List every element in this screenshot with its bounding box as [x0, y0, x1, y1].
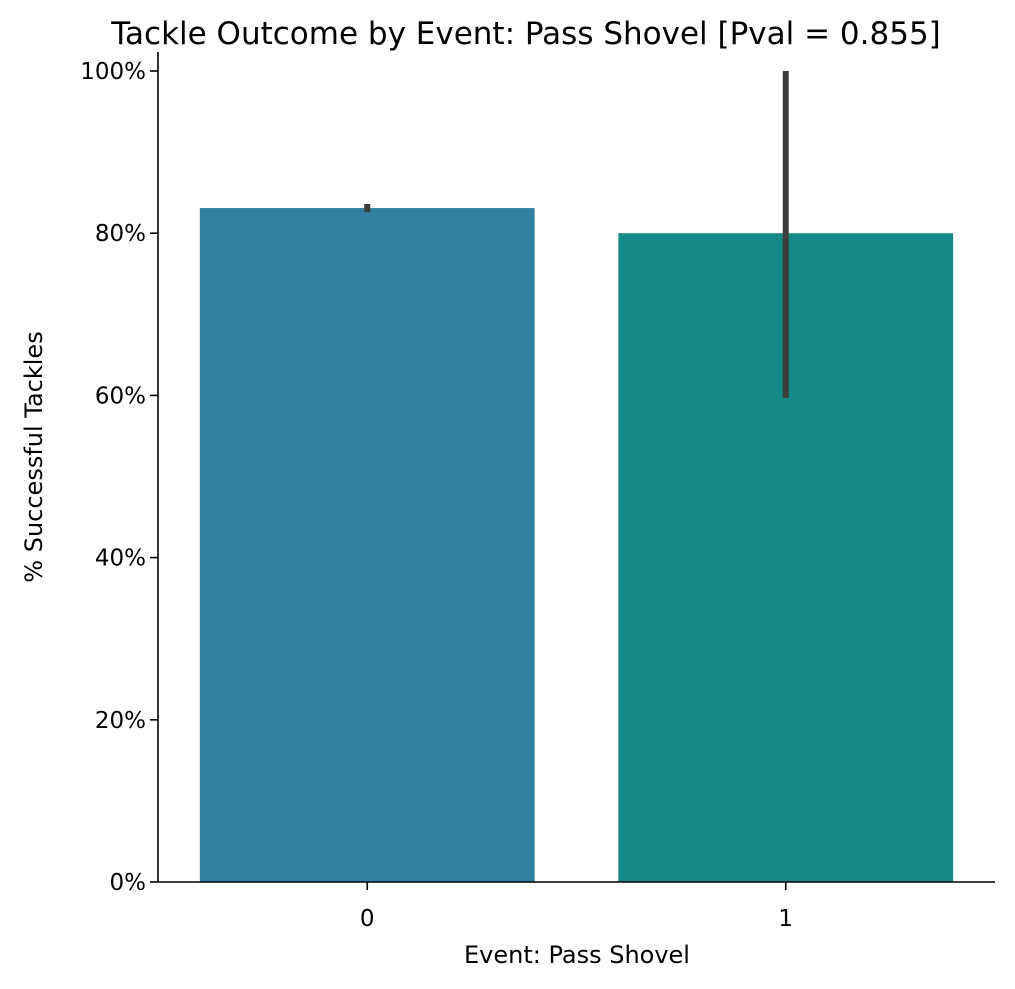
y-tick-label: 80% — [95, 221, 146, 247]
x-tick-label: 1 — [778, 906, 793, 932]
y-tick-label: 40% — [95, 546, 146, 572]
x-axis-label: Event: Pass Shovel — [464, 941, 690, 969]
y-tick-label: 0% — [110, 870, 147, 896]
y-tick-label: 20% — [95, 708, 146, 734]
y-ticks-group: 0% 20% 40% 60% 80% 100% — [80, 59, 158, 896]
x-tick-label: 0 — [360, 906, 375, 932]
y-tick-label: 100% — [80, 59, 146, 85]
y-axis-label: % Successful Tackles — [20, 331, 48, 582]
y-tick-label: 60% — [95, 383, 146, 409]
bar-0 — [199, 208, 535, 882]
bars-group — [199, 208, 954, 882]
error-bars-group — [364, 71, 789, 398]
chart-title: Tackle Outcome by Event: Pass Shovel [Pv… — [110, 16, 941, 52]
